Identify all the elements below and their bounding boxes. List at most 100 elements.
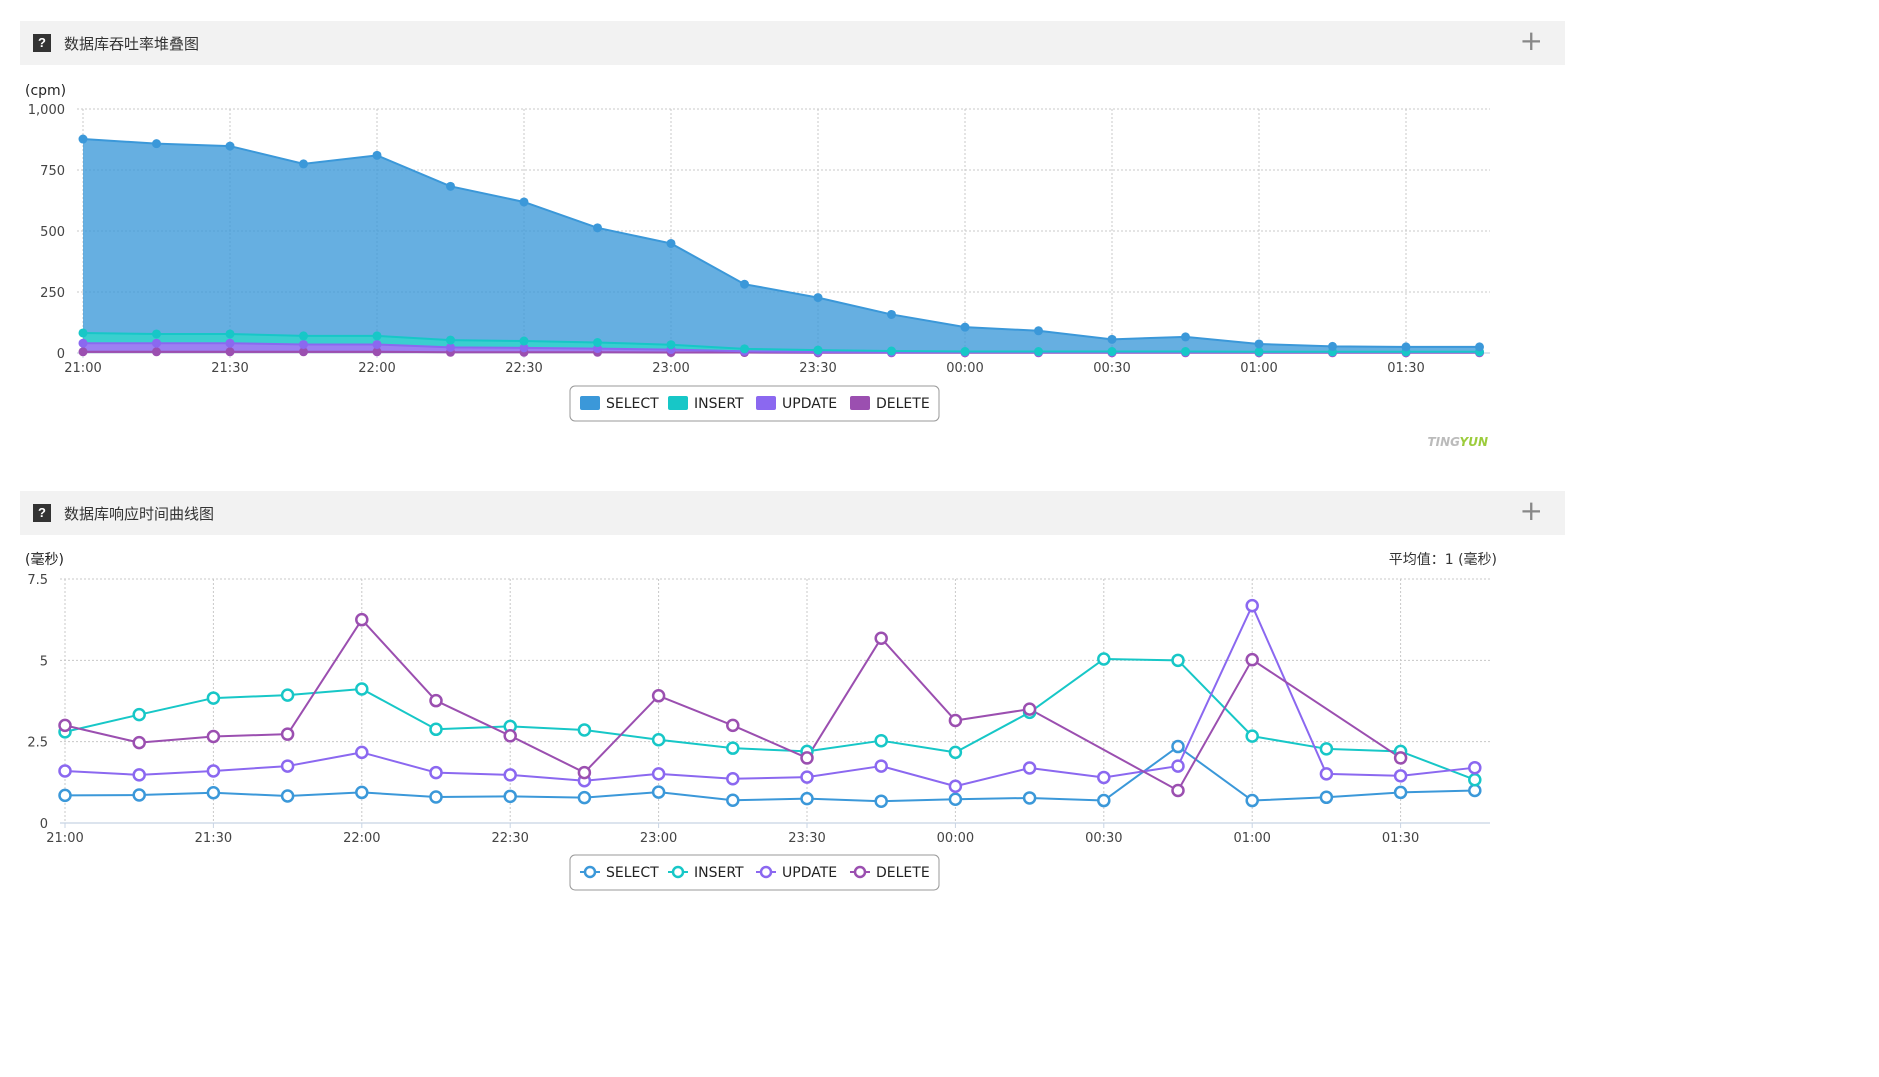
point-update <box>1245 598 1259 613</box>
grid <box>60 578 1490 828</box>
point-select <box>1468 783 1482 798</box>
x-tick-labels: 21:00 21:30 22:00 22:30 23:00 23:30 00:00 00:30… <box>64 361 1424 376</box>
point-select <box>446 181 455 191</box>
legend-label: SELECT <box>606 396 659 412</box>
point-insert <box>726 741 740 755</box>
point-delete <box>1393 751 1408 765</box>
point-select <box>519 197 529 207</box>
point-select <box>206 785 221 800</box>
point-select <box>726 793 740 807</box>
point-insert <box>1468 772 1482 787</box>
legend-box <box>569 385 940 422</box>
legend-box <box>569 854 940 891</box>
point-update <box>280 759 295 773</box>
y-tick-label: 0 <box>57 347 65 362</box>
point-select <box>1401 342 1411 352</box>
legend-swatch <box>580 396 600 410</box>
point-update <box>519 343 529 353</box>
point-select <box>1171 739 1185 754</box>
x-tick-label: 23:00 <box>652 361 689 376</box>
point-insert <box>1107 347 1117 357</box>
point-update <box>651 767 666 781</box>
point-insert <box>446 335 455 345</box>
y-axis-unit: (毫秒) <box>25 551 64 568</box>
point-insert <box>225 329 235 339</box>
point-select <box>1034 326 1043 336</box>
x-tick-label: 00:30 <box>1093 361 1130 376</box>
point-select <box>800 791 814 806</box>
y-tick-label: 750 <box>40 164 65 179</box>
point-update <box>132 768 146 782</box>
point-update <box>225 338 235 348</box>
point-select <box>1097 793 1111 808</box>
point-update <box>1393 769 1408 783</box>
legend-marker <box>671 865 685 879</box>
line-update <box>64 604 1475 788</box>
series-lines <box>64 604 1476 803</box>
x-tick-label: 01:00 <box>1240 361 1277 376</box>
point-select <box>58 788 72 803</box>
point-delete <box>577 765 592 780</box>
point-delete <box>355 612 369 627</box>
response-time-line-chart: (毫秒) 平均值：1 (毫秒) 0 2.5 5 7.5 21:00 21:30 22:00… <box>25 551 1497 891</box>
x-tick-labels: 21:00 21:30 22:00 22:30 23:00 23:30 00:00 00:30… <box>46 831 1419 846</box>
legend: SELECT INSERT UPDATE DELETE <box>569 385 940 422</box>
series-areas <box>83 139 1480 353</box>
point-select <box>1254 339 1264 349</box>
point-insert <box>206 691 221 705</box>
point-insert <box>1171 653 1185 668</box>
point-insert <box>78 328 88 338</box>
point-select <box>874 794 888 808</box>
y-axis-unit: (cpm) <box>25 83 66 99</box>
point-update <box>355 745 369 760</box>
x-tick-label: 22:30 <box>505 361 542 376</box>
point-select <box>225 141 235 151</box>
legend-label: INSERT <box>694 865 744 881</box>
legend-swatch <box>850 396 870 410</box>
point-insert <box>948 745 963 760</box>
point-delete <box>503 729 517 743</box>
point-update <box>446 342 455 352</box>
legend-label: UPDATE <box>782 865 837 881</box>
help-icon[interactable]: ? <box>33 504 51 522</box>
y-tick-labels: 0 2.5 5 7.5 <box>27 573 48 832</box>
line-select <box>82 138 1480 348</box>
point-select <box>1245 793 1259 808</box>
x-tick-label: 22:00 <box>358 361 395 376</box>
x-tick-label: 21:30 <box>195 831 232 846</box>
point-update <box>206 764 221 778</box>
point-select <box>813 293 823 303</box>
area-select <box>83 139 1480 352</box>
help-icon[interactable]: ? <box>33 34 51 52</box>
legend-label: SELECT <box>606 865 659 881</box>
point-select <box>1022 791 1037 805</box>
x-tick-label: 01:00 <box>1233 831 1270 846</box>
point-update <box>1319 767 1334 781</box>
plus-icon[interactable]: + <box>1519 24 1543 57</box>
point-insert <box>651 732 666 747</box>
point-delete <box>299 347 308 357</box>
point-delete <box>225 347 235 357</box>
x-tick-label: 21:30 <box>211 361 248 376</box>
point-select <box>887 309 896 319</box>
point-insert <box>1097 652 1111 666</box>
response-time-panel-header: ? 数据库响应时间曲线图 + <box>20 491 1565 535</box>
point-delete <box>1171 783 1185 798</box>
point-select <box>1181 332 1190 342</box>
plus-icon[interactable]: + <box>1519 494 1543 527</box>
point-select <box>593 223 602 233</box>
point-select <box>355 785 369 800</box>
point-select <box>948 792 963 807</box>
point-update <box>1022 761 1037 775</box>
point-insert <box>152 329 161 339</box>
line-insert <box>64 658 1476 781</box>
point-select <box>152 139 161 149</box>
x-tick-label: 23:30 <box>799 361 836 376</box>
point-select <box>960 322 970 332</box>
tingyun-watermark: TINGYUN <box>1427 435 1488 449</box>
point-insert <box>1254 347 1264 357</box>
legend-swatch <box>668 396 688 410</box>
y-tick-label: 5 <box>40 654 48 669</box>
point-select <box>280 789 295 803</box>
point-update <box>503 768 517 782</box>
